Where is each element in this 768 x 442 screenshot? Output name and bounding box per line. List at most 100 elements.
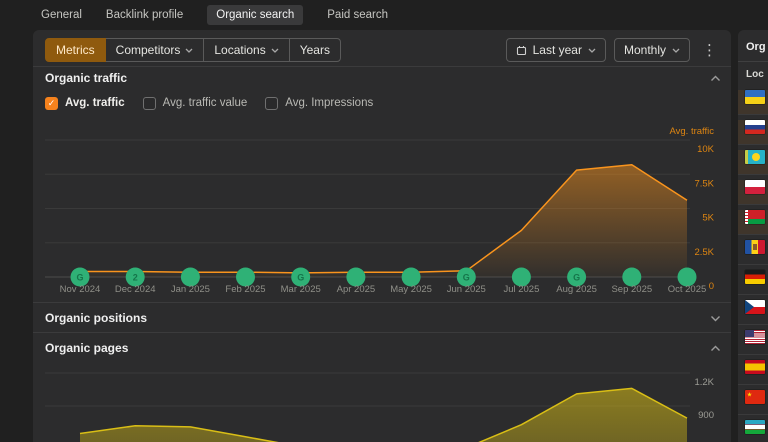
locations-sidebar: Org Loc <box>738 30 768 442</box>
tab-backlink-profile[interactable]: Backlink profile <box>105 9 184 21</box>
google-update-marker[interactable] <box>677 267 697 287</box>
location-row-moldova[interactable] <box>738 240 768 265</box>
location-row-uzbekistan[interactable] <box>738 420 768 442</box>
tab-organic-search[interactable]: Organic search <box>207 5 304 25</box>
chevron-down-icon <box>588 48 596 53</box>
locations-dropdown[interactable]: Locations <box>203 38 290 62</box>
locations-label: Locations <box>214 43 266 57</box>
location-row-usa[interactable] <box>738 330 768 355</box>
organic-pages-title: Organic pages <box>45 341 129 355</box>
chart-pages-svg: 1.2K 900 <box>45 372 715 442</box>
flag-russia-icon <box>745 120 765 134</box>
google-update-badge: G <box>76 273 83 283</box>
profile-tabs: General Backlink profile Organic search … <box>0 0 768 30</box>
metric-toggle-label: Avg. traffic value <box>162 97 248 109</box>
google-update-marker[interactable] <box>622 267 642 287</box>
google-update-marker[interactable] <box>70 267 90 287</box>
x-axis-label: Jul 2025 <box>503 284 539 295</box>
location-row-china[interactable] <box>738 390 768 415</box>
chevron-up-icon[interactable] <box>710 75 721 82</box>
y-axis-title: Avg. traffic <box>669 126 714 137</box>
google-update-marker[interactable] <box>236 267 255 287</box>
metric-toggle-label: Avg. Impressions <box>285 97 374 109</box>
y-axis-label: 1.2K <box>694 377 714 388</box>
x-axis-label: Aug 2025 <box>556 284 597 295</box>
location-row-czechia[interactable] <box>738 300 768 325</box>
google-update-badge: G <box>463 273 470 283</box>
x-axis-label: Oct 2025 <box>668 284 707 295</box>
chevron-down-icon[interactable] <box>710 315 721 322</box>
google-update-marker[interactable] <box>401 267 421 287</box>
location-rows <box>738 90 768 442</box>
x-axis-label: Jan 2025 <box>171 284 210 295</box>
chevron-up-icon[interactable] <box>710 345 721 352</box>
flag-ukraine-icon <box>745 90 765 104</box>
flag-poland-icon <box>745 180 765 194</box>
x-axis-label: Sep 2025 <box>611 284 652 295</box>
google-update-marker[interactable] <box>291 267 311 287</box>
area-fill <box>80 164 687 277</box>
divider <box>33 302 731 303</box>
organic-pages-chart[interactable]: 1.2K 900 <box>33 362 731 442</box>
metric-toggle-avg-impressions[interactable]: Avg. Impressions <box>265 96 374 110</box>
google-update-badge: G <box>297 273 304 283</box>
flag-czechia-icon <box>745 300 765 314</box>
organic-positions-section-header[interactable]: Organic positions <box>45 306 721 330</box>
google-update-marker[interactable] <box>346 267 366 287</box>
google-update-badge: G <box>573 273 580 283</box>
location-row-belarus[interactable] <box>738 210 768 235</box>
y-axis-label: 5K <box>702 213 714 224</box>
flag-china-icon <box>745 390 765 404</box>
series-line <box>80 163 688 274</box>
google-update-marker[interactable] <box>125 267 145 287</box>
y-axis-label: 900 <box>698 410 714 421</box>
organic-traffic-title: Organic traffic <box>45 71 128 85</box>
location-row-kazakhstan[interactable] <box>738 150 768 175</box>
metrics-button[interactable]: Metrics <box>45 38 106 62</box>
granularity-dropdown[interactable]: Monthly <box>613 38 690 62</box>
google-update-marker[interactable] <box>567 267 587 287</box>
location-row-spain[interactable] <box>738 360 768 385</box>
years-button[interactable]: Years <box>288 38 341 62</box>
location-row-germany[interactable] <box>738 270 768 295</box>
metric-toggles-row: ✓ Avg. traffic Avg. traffic value Avg. Impr… <box>45 92 373 114</box>
flag-belarus-icon <box>745 210 765 224</box>
metric-toggle-avg-traffic[interactable]: ✓ Avg. traffic <box>45 96 125 110</box>
metric-toggle-avg-traffic-value[interactable]: Avg. traffic value <box>142 96 248 110</box>
google-update-marker[interactable] <box>511 267 531 287</box>
toolbar-right-group: Last year Monthly ⋮ <box>505 38 721 62</box>
chevron-down-icon <box>672 48 680 53</box>
x-axis-label: Feb 2025 <box>225 284 265 295</box>
checkbox-icon <box>142 96 156 110</box>
competitors-dropdown[interactable]: Competitors <box>104 38 205 62</box>
tab-paid-search[interactable]: Paid search <box>327 9 388 21</box>
location-row-poland[interactable] <box>738 180 768 205</box>
granularity-label: Monthly <box>623 43 666 57</box>
calendar-icon <box>516 45 526 55</box>
competitors-label: Competitors <box>115 43 181 57</box>
chart-toolbar: Metrics Competitors Locations Years Last… <box>45 38 721 62</box>
tab-general[interactable]: General <box>41 9 82 21</box>
location-row-russia[interactable] <box>738 120 768 145</box>
google-update-marker[interactable] <box>456 267 476 287</box>
flag-germany-icon <box>745 270 765 284</box>
organic-traffic-section-header[interactable]: Organic traffic <box>45 66 721 90</box>
checkbox-icon <box>265 96 279 110</box>
divider <box>33 66 731 67</box>
organic-search-panel: Metrics Competitors Locations Years Last… <box>33 30 731 442</box>
divider <box>33 332 731 333</box>
locations-column-header: Loc <box>746 69 764 80</box>
google-update-badge: 2 <box>133 273 138 283</box>
x-axis-label: Dec 2024 <box>115 284 156 295</box>
organic-pages-section-header[interactable]: Organic pages <box>45 336 721 360</box>
metric-toggle-label: Avg. traffic <box>65 97 125 109</box>
date-range-dropdown[interactable]: Last year <box>505 38 606 62</box>
organic-traffic-chart[interactable]: G 2 G G G Nov 2024 Dec 2024 Jan 2025 Feb 2025 Mar… <box>33 123 731 295</box>
more-options-button[interactable]: ⋮ <box>698 43 721 58</box>
google-update-marker[interactable] <box>180 267 200 287</box>
sidebar-title: Org <box>738 30 768 62</box>
flag-usa-icon <box>745 330 765 344</box>
location-row-ukraine[interactable] <box>738 90 768 115</box>
x-axis-label: Apr 2025 <box>337 284 376 295</box>
